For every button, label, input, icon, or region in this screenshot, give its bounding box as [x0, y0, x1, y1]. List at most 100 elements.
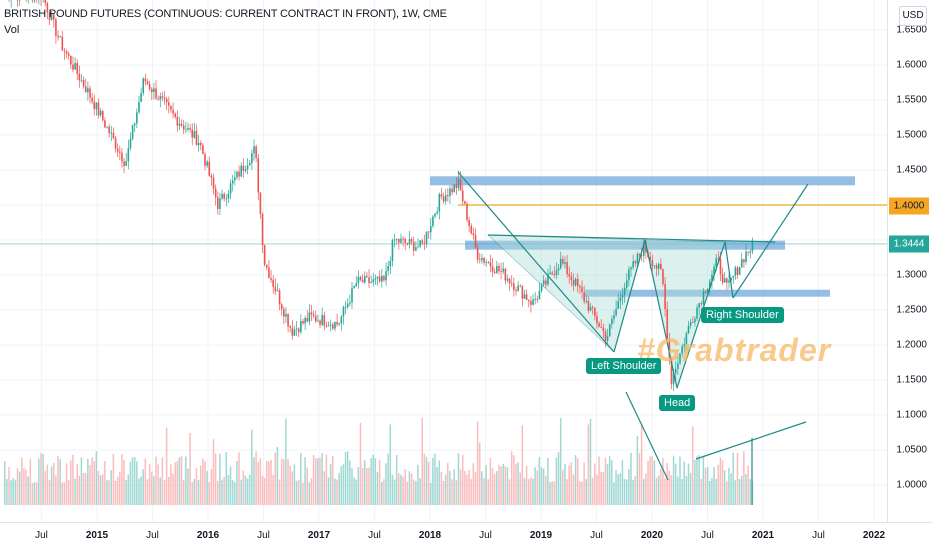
candle-body: [745, 252, 747, 263]
volume-bar: [479, 443, 481, 505]
candle-body: [172, 110, 174, 114]
volume-bar: [313, 455, 315, 505]
candle-body: [185, 130, 187, 131]
candle-body: [115, 138, 117, 149]
candle-body: [87, 88, 89, 92]
candle-body: [496, 266, 498, 273]
candle-body: [226, 198, 228, 199]
candle-body: [292, 328, 294, 336]
price-axis[interactable]: 1.65001.60001.55001.50001.45001.40001.35…: [887, 0, 932, 522]
candle-body: [479, 260, 481, 261]
volume-bar: [202, 458, 204, 505]
candle-body: [466, 204, 468, 220]
candle-body: [134, 124, 136, 126]
volume-bar: [358, 467, 360, 505]
candle-body: [426, 232, 428, 244]
candle-body: [264, 245, 266, 264]
candle-body: [519, 286, 521, 287]
volume-bar: [353, 477, 355, 505]
volume-bar: [83, 473, 85, 505]
volume-bar: [579, 481, 581, 505]
candle-body: [179, 124, 181, 126]
candle-body: [502, 269, 504, 272]
volume-bar: [683, 462, 685, 505]
volume-bar: [662, 458, 664, 505]
volume-bar: [189, 433, 191, 505]
price-chart[interactable]: [0, 0, 887, 522]
volume-bar: [266, 461, 268, 505]
volume-bar: [519, 473, 521, 505]
candle-body: [215, 189, 217, 198]
volume-bar: [430, 483, 432, 505]
candle-body: [664, 284, 666, 309]
volume-bar: [113, 454, 115, 505]
candle-body: [701, 303, 703, 304]
candle-body: [622, 295, 624, 298]
volume-bar: [458, 453, 460, 505]
volume-bar: [287, 459, 289, 505]
volume-bar: [703, 456, 705, 505]
volume-bar: [730, 473, 732, 505]
price-tick: 1.4500: [896, 165, 927, 176]
candle-body: [304, 318, 306, 323]
price-tick: 1.0500: [896, 445, 927, 456]
volume-bar: [490, 458, 492, 505]
time-tick: Jul: [590, 530, 603, 541]
candle-body: [285, 314, 287, 316]
candle-body: [387, 266, 389, 271]
candle-body: [245, 169, 247, 171]
candle-body: [206, 162, 208, 166]
volume-bar: [671, 475, 673, 505]
chart-area[interactable]: BRITISH POUND FUTURES (CONTINUOUS: CURRE…: [0, 0, 887, 522]
right-shoulder-label[interactable]: Right Shoulder: [701, 307, 784, 323]
volume-bar: [407, 482, 409, 505]
volume-bar: [607, 464, 609, 505]
candle-body: [585, 301, 587, 302]
candle-body: [398, 239, 400, 243]
candle-body: [605, 331, 607, 340]
currency-button[interactable]: USD: [899, 6, 927, 26]
candle-body: [630, 268, 632, 270]
volume-bar: [673, 456, 675, 505]
volume-bar: [537, 471, 539, 505]
price-tick: 1.6000: [896, 60, 927, 71]
candle-body: [537, 299, 539, 300]
candle-body: [566, 262, 568, 274]
candle-body: [626, 280, 628, 287]
volume-bar: [319, 458, 321, 505]
candle-body: [750, 251, 752, 252]
candle-body: [174, 114, 176, 117]
candle-body: [200, 143, 202, 145]
left-shoulder-label[interactable]: Left Shoulder: [586, 358, 661, 374]
volume-bar: [711, 478, 713, 505]
volume-bar: [396, 455, 398, 505]
candle-body: [470, 226, 472, 233]
volume-bar: [513, 455, 515, 505]
volume-bar: [564, 464, 566, 505]
volume-bar: [296, 481, 298, 505]
volume-bar: [196, 468, 198, 505]
volume-bar: [622, 460, 624, 505]
candle-body: [464, 201, 466, 204]
head-label[interactable]: Head: [659, 395, 695, 411]
candle-body: [157, 99, 159, 100]
volume-bar: [185, 457, 187, 505]
candle-body: [166, 99, 168, 102]
time-tick: Jul: [35, 530, 48, 541]
candle-body: [330, 325, 332, 326]
candle-body: [170, 106, 172, 110]
volume-bar: [119, 472, 121, 505]
volume-bar: [588, 424, 590, 505]
volume-bar: [426, 457, 428, 505]
price-tick: 1.1000: [896, 410, 927, 421]
candle-body: [477, 247, 479, 259]
volume-bar: [496, 471, 498, 505]
volume-bar: [528, 479, 530, 505]
volume-bar: [692, 427, 694, 505]
volume-bar: [707, 467, 709, 505]
volume-bar: [464, 471, 466, 505]
volume-bar: [317, 458, 319, 505]
volume-bar: [304, 457, 306, 505]
volume-bar: [53, 463, 55, 505]
